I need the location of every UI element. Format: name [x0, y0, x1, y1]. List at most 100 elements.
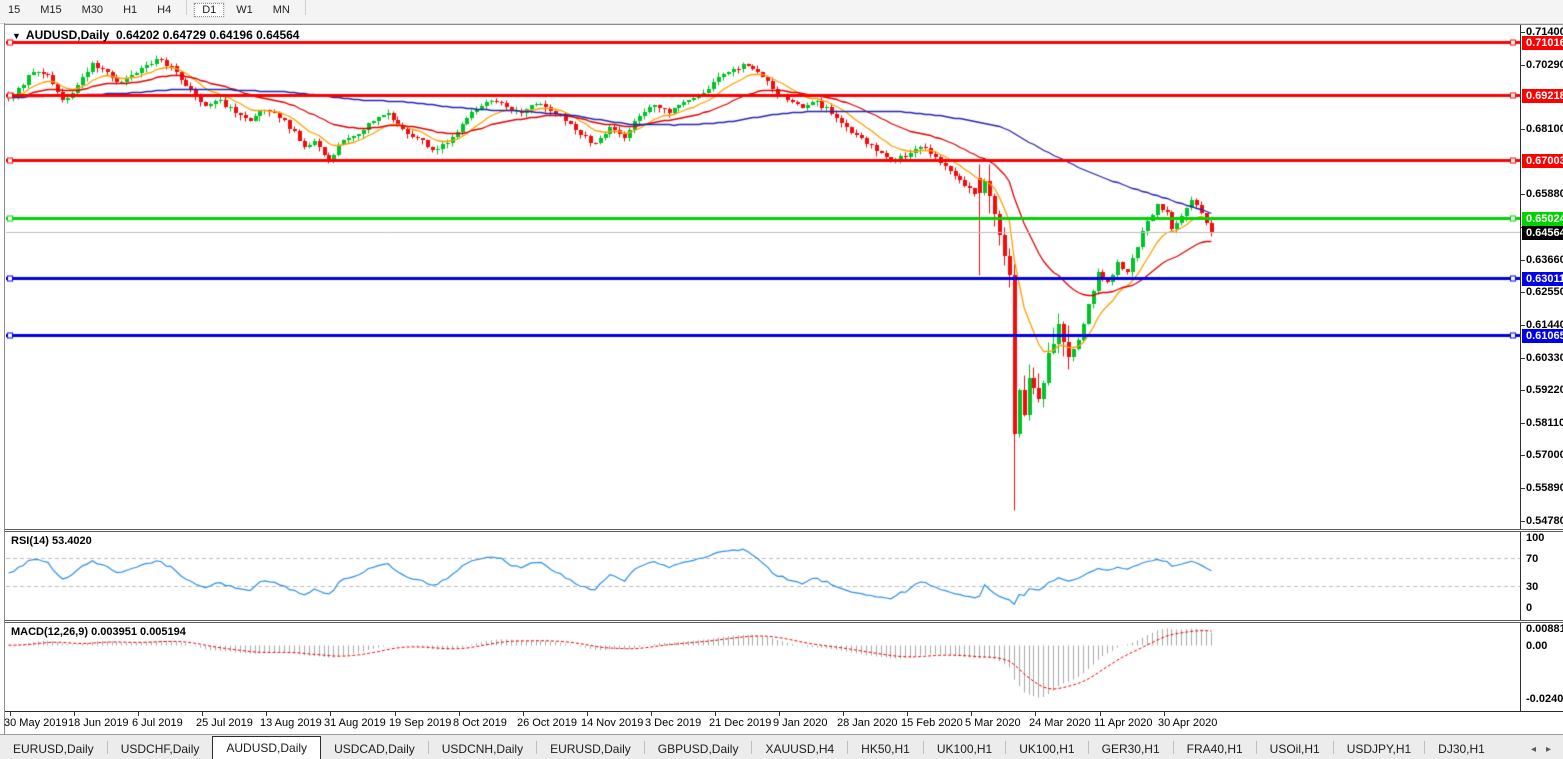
timeframe-button-h4[interactable]: H4	[157, 4, 172, 17]
date-tick-mark	[843, 712, 844, 716]
macd-axis-separator	[1520, 623, 1521, 711]
date-tick-mark	[1100, 712, 1101, 716]
chart-tab-uk100-h1[interactable]: UK100,H1	[936, 742, 993, 756]
chart-window-border	[4, 23, 5, 734]
timeframe-button-15[interactable]: 15	[8, 4, 21, 17]
date-tick-mark	[330, 712, 331, 716]
price-tick-label: 0.63660	[1526, 254, 1563, 266]
date-tick-mark	[907, 712, 908, 716]
price-line-badge: 0.69218	[1522, 89, 1563, 103]
date-tick-mark	[715, 712, 716, 716]
price-tick-mark	[1521, 194, 1525, 195]
chart-tab-ger30-h1[interactable]: GER30,H1	[1101, 742, 1160, 756]
chart-tab-bar: EURUSD,Daily USDCHF,Daily AUDUSD,Daily USDC…	[0, 734, 1563, 759]
rsi-axis-label: 70	[1526, 553, 1539, 565]
price-tick-label: 0.55890	[1526, 482, 1563, 494]
tab-separator	[1005, 741, 1007, 754]
date-tick-mark	[523, 712, 524, 716]
timeframe-button-m30[interactable]: M30	[81, 4, 104, 17]
chart-tab-audusd-daily[interactable]: AUDUSD,Daily	[212, 736, 322, 759]
timeframe-button-d1[interactable]: D1	[194, 3, 225, 18]
tab-separator	[427, 741, 429, 754]
chart-tab-usdcnh-daily[interactable]: USDCNH,Daily	[441, 742, 524, 756]
date-tick-label: 5 Mar 2020	[965, 717, 1021, 729]
rsi-axis-label: 0	[1526, 602, 1533, 614]
current-price-badge: 0.64564	[1522, 226, 1563, 240]
tab-separator	[643, 741, 645, 754]
date-tick-mark	[10, 712, 11, 716]
chart-tab-eurusd-daily[interactable]: EURUSD,Daily	[13, 742, 94, 756]
tab-scroll-right-icon[interactable]: ▸	[1545, 744, 1551, 755]
date-tick-mark	[587, 712, 588, 716]
price-tick-label: 0.54780	[1526, 515, 1563, 527]
date-tick-label: 13 Aug 2019	[260, 717, 322, 729]
date-tick-label: 18 Jun 2019	[68, 717, 129, 729]
date-tick-label: 11 Apr 2020	[1094, 717, 1153, 729]
chart-tab-dj30-h1[interactable]: DJ30,H1	[1438, 742, 1485, 756]
chart-tab-fra40-h1[interactable]: FRA40,H1	[1186, 742, 1243, 756]
price-line-badge: 0.67003	[1522, 154, 1563, 168]
date-tick-label: 14 Nov 2019	[581, 717, 644, 729]
macd-axis-label: -0.024082	[1526, 693, 1563, 705]
date-tick-label: 9 Jan 2020	[773, 717, 828, 729]
tab-separator	[1087, 741, 1089, 754]
date-tick-label: 3 Dec 2019	[645, 717, 702, 729]
price-line-badge: 0.71016	[1522, 36, 1563, 50]
chart-tab-gbpusd-daily[interactable]: GBPUSD,Daily	[657, 742, 739, 756]
chart-tab-uk100-h1[interactable]: UK100,H1	[1019, 742, 1075, 756]
chart-tab-usdjpy-h1[interactable]: USDJPY,H1	[1346, 742, 1412, 756]
price-tick-label: 0.60330	[1526, 352, 1563, 364]
date-tick-label: 6 Jul 2019	[132, 717, 183, 729]
timeframe-button-m15[interactable]: M15	[40, 4, 62, 17]
chart-dropdown-icon[interactable]: ▼	[12, 31, 21, 41]
macd-canvas[interactable]	[6, 623, 1520, 711]
price-tick-mark	[1521, 65, 1525, 66]
price-chart-panel: ▼ AUDUSD,Daily 0.64202 0.64729 0.64196 0.…	[5, 24, 1563, 530]
price-tick-label: 0.65880	[1526, 188, 1563, 200]
chart-tab-usdchf-daily[interactable]: USDCHF,Daily	[120, 742, 200, 756]
price-tick-mark	[1521, 455, 1525, 456]
date-tick-label: 31 Aug 2019	[324, 717, 386, 729]
date-tick-label: 24 Mar 2020	[1029, 717, 1091, 729]
tab-separator	[106, 741, 108, 754]
tab-separator	[1332, 741, 1334, 754]
price-tick-mark	[1521, 129, 1525, 130]
timeframe-button-mn[interactable]: MN	[272, 4, 290, 17]
date-tick-label: 30 Apr 2020	[1158, 717, 1218, 729]
date-tick-mark	[138, 712, 139, 716]
chart-tab-xauusd-h4[interactable]: XAUUSD,H4	[765, 742, 835, 756]
date-tick-mark	[459, 712, 460, 716]
date-tick-label: 28 Jan 2020	[837, 717, 898, 729]
rsi-canvas[interactable]	[6, 532, 1520, 620]
price-tick-mark	[1521, 358, 1525, 359]
chart-tab-usdcad-daily[interactable]: USDCAD,Daily	[334, 742, 415, 756]
date-tick-mark	[651, 712, 652, 716]
price-tick-label: 0.58110	[1526, 417, 1563, 429]
toolbar-separator	[304, 0, 306, 15]
tab-separator	[847, 741, 849, 754]
price-tick-label: 0.68100	[1526, 123, 1563, 135]
main-chart-canvas[interactable]	[6, 25, 1520, 528]
timeframe-button-h1[interactable]: H1	[123, 4, 138, 17]
chart-tab-eurusd-daily[interactable]: EURUSD,Daily	[550, 742, 631, 756]
price-tick-mark	[1521, 423, 1525, 424]
rsi-axis-separator	[1520, 532, 1521, 620]
price-tick-label: 0.61440	[1526, 319, 1563, 331]
date-tick-label: 15 Feb 2020	[901, 717, 963, 729]
date-tick-label: 21 Dec 2019	[709, 717, 772, 729]
date-tick-mark	[266, 712, 267, 716]
tab-separator	[1424, 741, 1426, 754]
chart-tab-hk50-h1[interactable]: HK50,H1	[861, 742, 910, 756]
macd-panel: MACD(12,26,9) 0.003951 0.005194 0.008815…	[5, 622, 1563, 712]
macd-axis-label: 0.008815	[1526, 623, 1563, 635]
timeframe-button-w1[interactable]: W1	[236, 4, 253, 17]
rsi-panel: RSI(14) 53.4020 100 70 30 0	[5, 531, 1563, 621]
toolbar-separator	[186, 0, 188, 15]
tab-separator	[536, 741, 538, 754]
price-tick-mark	[1521, 390, 1525, 391]
macd-axis-label: 0.00	[1526, 640, 1548, 652]
date-tick-label: 8 Oct 2019	[453, 717, 507, 729]
tab-scroll-left-icon[interactable]: ◂	[1530, 744, 1536, 755]
chart-tab-usoil-h1[interactable]: USOil,H1	[1269, 742, 1320, 756]
